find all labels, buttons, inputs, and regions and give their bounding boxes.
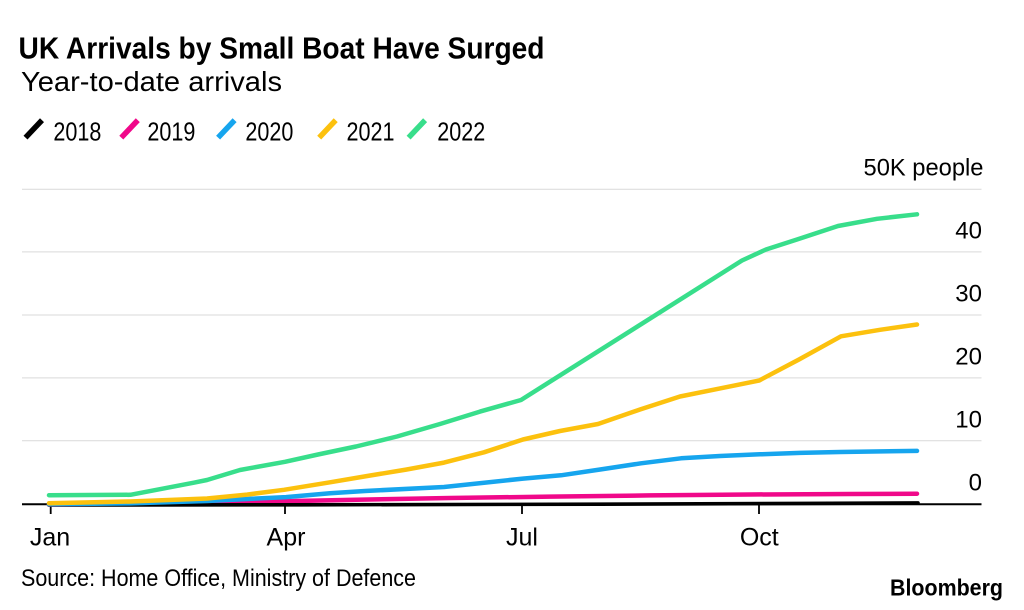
svg-text:Apr: Apr xyxy=(267,524,306,552)
svg-text:Jan: Jan xyxy=(30,524,70,552)
svg-text:2020: 2020 xyxy=(245,117,293,147)
svg-text:UK Arrivals by Small Boat Have: UK Arrivals by Small Boat Have Surged xyxy=(19,30,545,65)
svg-text:2022: 2022 xyxy=(437,117,485,147)
svg-text:Year-to-date arrivals: Year-to-date arrivals xyxy=(21,66,282,97)
svg-text:Source: Home Office, Ministry: Source: Home Office, Ministry of Defence xyxy=(21,565,416,592)
svg-text:Oct: Oct xyxy=(740,524,779,552)
svg-text:2018: 2018 xyxy=(53,117,101,147)
svg-text:Bloomberg: Bloomberg xyxy=(890,575,1003,601)
svg-text:Jul: Jul xyxy=(506,524,538,552)
svg-text:10: 10 xyxy=(955,406,982,433)
svg-text:2019: 2019 xyxy=(147,117,195,147)
svg-text:2021: 2021 xyxy=(347,117,395,147)
svg-text:20: 20 xyxy=(955,343,982,370)
svg-text:40: 40 xyxy=(955,217,982,244)
svg-text:50K people: 50K people xyxy=(864,155,984,182)
svg-text:0: 0 xyxy=(969,470,982,497)
svg-text:30: 30 xyxy=(955,281,982,308)
